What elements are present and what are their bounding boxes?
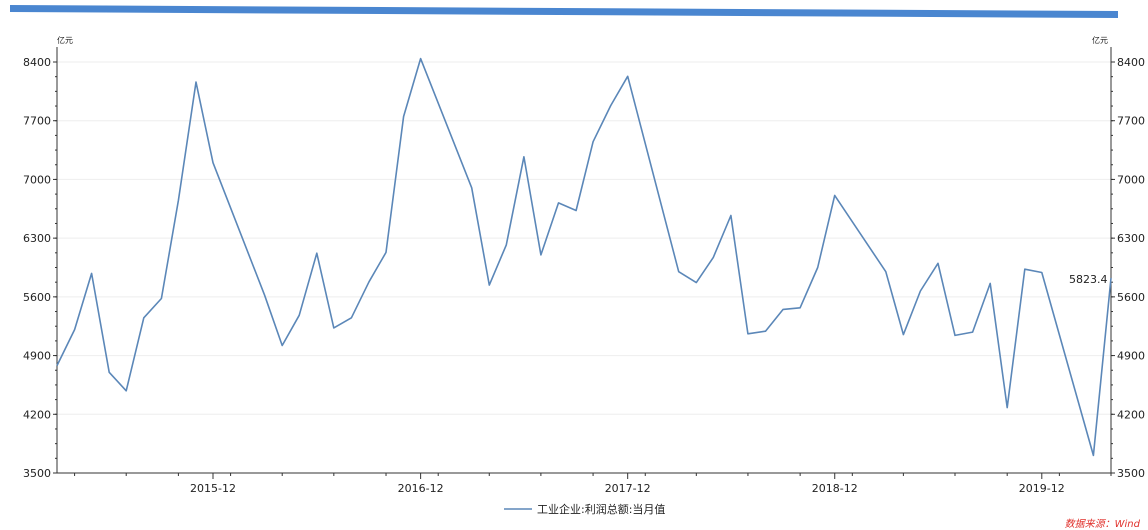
header-banner (10, 5, 1118, 18)
grid (57, 61, 1111, 415)
y-tick-label-left: 4200 (23, 408, 51, 421)
x-tick-label: 2019-12 (1019, 482, 1065, 495)
unit-label-right: 亿元 (1092, 35, 1108, 45)
y-tick-label-right: 5600 (1117, 291, 1145, 304)
y-tick-label-left: 7000 (23, 173, 51, 186)
last-value-label: 5823.4 (1069, 273, 1108, 286)
y-tick-label-right: 7000 (1117, 173, 1145, 186)
x-tick-label: 2018-12 (812, 482, 858, 495)
legend-label: 工业企业:利润总额:当月值 (537, 502, 665, 516)
y-ticks: 3500 3500 4200 4200 4900 4900 5600 5600 6300 6300… (23, 56, 1145, 480)
x-tick-label: 2015-12 (190, 482, 236, 495)
source-note: 数据来源：Wind (1065, 518, 1141, 530)
y-tick-label-left: 5600 (23, 291, 51, 304)
y-tick-label-right: 7700 (1117, 115, 1145, 128)
unit-label-left: 亿元 (57, 35, 73, 45)
y-tick-label-right: 4900 (1117, 350, 1145, 363)
y-tick-label-left: 3500 (23, 467, 51, 480)
y-tick-label-left: 8400 (23, 56, 51, 69)
x-tick-label: 2017-12 (605, 482, 651, 495)
y-tick-label-right: 6300 (1117, 232, 1145, 245)
series-line (56, 57, 1112, 457)
y-tick-label-right: 4200 (1117, 408, 1145, 421)
y-tick-label-left: 6300 (23, 232, 51, 245)
series-layer (56, 57, 1112, 457)
y-tick-label-right: 3500 (1117, 467, 1145, 480)
y-tick-label-right: 8400 (1117, 56, 1145, 69)
y-tick-label-left: 7700 (23, 115, 51, 128)
x-ticks: 2015-12 2016-12 2017-12 2018-12 2019-12 (74, 473, 1112, 495)
x-tick-label: 2016-12 (398, 482, 444, 495)
y-tick-label-left: 4900 (23, 350, 51, 363)
